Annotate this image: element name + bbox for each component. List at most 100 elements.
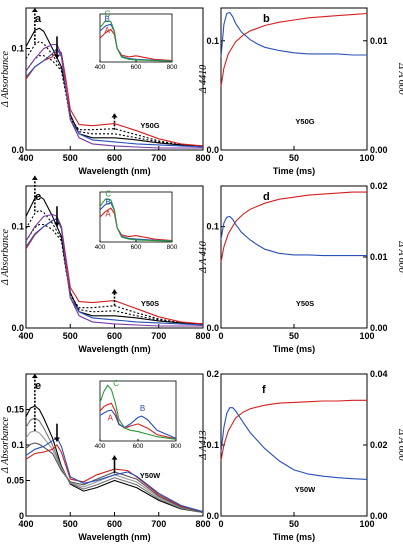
y-right-tick-label: 0.00	[370, 145, 388, 155]
y-axis-label: Δ Absorbance	[0, 228, 11, 286]
x-tick-label: 600	[107, 331, 122, 341]
arrow-up-head	[31, 374, 38, 378]
inset-series-label: C	[113, 379, 119, 388]
y-tick-label: 0.0	[11, 145, 24, 155]
y-tick-label: 0.1	[11, 44, 24, 54]
plot-frame	[220, 373, 368, 517]
inset-x-tick-label: 600	[131, 244, 142, 251]
y-left-tick-label: 0.2	[206, 369, 219, 379]
y-right-tick-label: 0.02	[370, 440, 388, 450]
inset-x-tick-label: 400	[95, 64, 106, 71]
x-tick-label: 50	[289, 331, 299, 341]
series-line-grey-3	[25, 442, 204, 514]
y-right-axis-label: Δ A 600	[396, 62, 403, 95]
x-tick-label: 600	[107, 153, 122, 163]
mutant-label: Y50S	[296, 299, 314, 308]
x-axis-label: Wavelength (nm)	[78, 166, 150, 176]
panel-a: 400 500 600 700 800 0.0 0.1 Wavelength (nm) Δ Ab…	[0, 7, 211, 176]
y-right-tick-label: 0.00	[370, 511, 388, 521]
series-line-left	[220, 191, 367, 263]
mutant-label: Y50W	[140, 471, 161, 480]
plot-frame	[220, 7, 368, 151]
mutant-label: Y50W	[295, 485, 316, 494]
y-right-tick-label: 0.04	[370, 369, 388, 379]
x-tick-label: 400	[18, 519, 33, 529]
panel-letter: c	[35, 191, 41, 203]
x-axis-label: Time (ms)	[273, 344, 315, 354]
inset-series-C	[99, 20, 173, 62]
series-line-red	[25, 49, 204, 147]
y-right-tick-label: 0.01	[370, 252, 388, 262]
y-tick-label: 0	[19, 511, 24, 521]
panel-c: 400 500 600 700 800 0.0 0.1 Wavelength (nm) Δ Ab…	[0, 175, 211, 354]
x-tick-label: 800	[195, 153, 210, 163]
series-line-black-dotted-1	[25, 40, 204, 147]
series-line-grey-1	[25, 417, 204, 514]
panel-e: 400 500 600 700 800 0 0.05 0.1 0.15 Wavelength (n…	[0, 373, 211, 542]
y-left-axis-label: Δ A 410	[198, 241, 209, 274]
y-right-tick-label: 0.00	[370, 323, 388, 333]
x-tick-label: 100	[359, 519, 374, 529]
series-line-black-solid	[25, 195, 204, 325]
y-tick-label: 0.1	[11, 440, 24, 450]
arrow-down-head	[53, 54, 60, 59]
inset-plot: 400 600 800 CBA	[95, 9, 178, 71]
inset-x-tick-label: 800	[171, 443, 182, 450]
y-left-tick-label: 0.1	[206, 222, 219, 232]
inset-x-tick-label: 400	[95, 443, 106, 450]
x-tick-label: 500	[63, 331, 78, 341]
x-tick-label: 0	[218, 519, 223, 529]
panel-f: 0 50 100 0.0 0.1 0.2 0.00 0.02 0.04 Time (ms) Δ A4…	[198, 369, 403, 542]
plot-frame	[220, 185, 368, 329]
arrow-up-head	[111, 113, 118, 118]
inset-series-label: C	[105, 189, 111, 198]
series-line-right	[220, 215, 367, 257]
inset-series-label: A	[108, 413, 114, 422]
inset-series-label: A	[105, 26, 111, 35]
y-right-axis-label: Δ A 600	[396, 240, 403, 273]
y-left-tick-label: 0.0	[206, 511, 219, 521]
arrow-down-head	[53, 222, 60, 227]
x-tick-label: 700	[151, 519, 166, 529]
inset-series-label: A	[105, 209, 111, 218]
x-tick-label: 0	[218, 153, 223, 163]
x-tick-label: 800	[195, 331, 210, 341]
x-tick-label: 400	[18, 153, 33, 163]
series-line-black-thick	[25, 405, 204, 514]
x-axis-label: Wavelength (nm)	[78, 344, 150, 354]
y-right-tick-label: 0.01	[370, 36, 388, 46]
x-tick-label: 700	[151, 331, 166, 341]
y-tick-label: 0.1	[11, 222, 24, 232]
x-tick-label: 800	[195, 519, 210, 529]
panel-letter: a	[35, 13, 42, 25]
panel-d: 0 50 100 0.0 0.1 0.00 0.01 0.02 Time (ms) Δ A 410…	[198, 181, 403, 354]
inset-x-tick-label: 600	[131, 64, 142, 71]
arrow-up-head	[31, 8, 38, 12]
mutant-label: Y50S	[141, 299, 159, 308]
arrow-down-head	[53, 437, 60, 442]
x-tick-label: 50	[289, 519, 299, 529]
inset-x-tick-label: 400	[95, 244, 106, 251]
inset-plot: 400 600 800 CBA	[95, 189, 178, 251]
y-left-axis-label: Δ 4410	[198, 65, 209, 94]
series-line-right	[220, 407, 368, 480]
series-line-left	[220, 12, 368, 87]
mutant-label: Y50G	[295, 117, 314, 126]
arrow-up-head	[111, 289, 118, 294]
x-tick-label: 50	[289, 153, 299, 163]
arrow-up-head	[31, 175, 38, 180]
x-tick-label: 500	[63, 153, 78, 163]
series-line-black-dotted-1	[25, 209, 204, 325]
x-tick-label: 0	[218, 331, 223, 341]
inset-x-tick-label: 800	[167, 64, 178, 71]
x-axis-label: Wavelength (nm)	[78, 532, 150, 542]
series-line-blue	[25, 437, 204, 513]
x-tick-label: 700	[151, 153, 166, 163]
series-line-left	[220, 399, 367, 461]
panel-b: 0 50 100 0.0 0.1 0.00 0.01 Time (ms) Δ 4410 Δ A 6…	[198, 7, 403, 176]
series-line-purple	[25, 43, 203, 149]
x-axis-label: Time (ms)	[273, 532, 315, 542]
panel-letter: e	[35, 380, 41, 392]
inset-plot: 400 600 800 C A B	[95, 379, 182, 450]
